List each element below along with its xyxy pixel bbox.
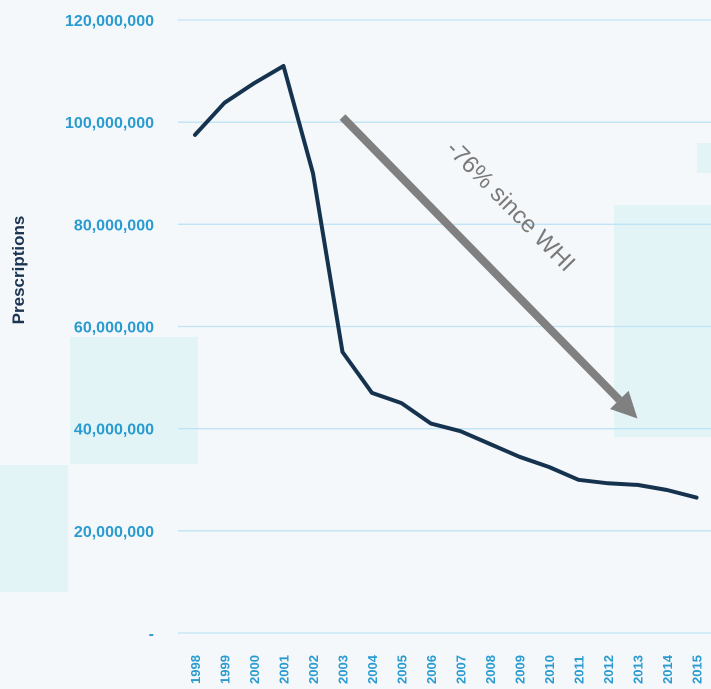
x-tick-label: 2003 [336,655,351,684]
x-tick-label: 2001 [277,655,292,684]
x-tick-label: 2002 [306,655,321,684]
y-tick-label: - [149,626,154,643]
gridlines [178,19,711,634]
y-tick-label: 60,000,000 [74,320,154,337]
x-tick-label: 2005 [395,655,410,684]
x-tick-label: 2000 [247,655,262,684]
annotation-arrow-head [610,390,638,419]
x-tick-label: 2015 [690,655,705,684]
y-tick-label: 40,000,000 [74,422,154,439]
y-tick-label: 120,000,000 [65,13,154,30]
x-axis-tick-labels: 1998 1999 2000 2001 2002 2003 2004 2005 2006 2007… [188,654,705,684]
x-tick-label: 2014 [660,654,675,684]
series-line-0 [193,64,699,500]
y-tick-label: 20,000,000 [74,524,154,541]
x-tick-label: 1998 [188,655,203,684]
decor-block-1 [70,337,198,464]
x-tick-label: 2004 [365,654,380,684]
annotation-text: -76% since WHI [441,135,581,277]
y-tick-label: 100,000,000 [65,115,154,132]
series-group [193,64,699,500]
decor-block-0 [0,465,68,592]
x-tick-label: 2007 [454,655,469,684]
y-axis-tick-labels: - 20,000,000 40,000,000 60,000,000 80,000,00… [65,13,154,643]
annotation-arrow-shaft [339,114,623,403]
decor-block-3 [697,143,711,173]
x-tick-label: 2006 [424,655,439,684]
x-tick-label: 2009 [513,655,528,684]
x-tick-label: 2012 [601,655,616,684]
x-tick-label: 1999 [218,655,233,684]
annotation-group: -76% since WHI [339,114,638,419]
x-tick-label: 2008 [483,655,498,684]
x-tick-label: 2010 [542,655,557,684]
background-decoration [0,143,711,592]
x-tick-label: 2013 [631,655,646,684]
x-tick-label: 2011 [572,656,587,684]
y-tick-label: 80,000,000 [74,217,154,234]
y-axis-label: Prescriptions [9,216,28,325]
